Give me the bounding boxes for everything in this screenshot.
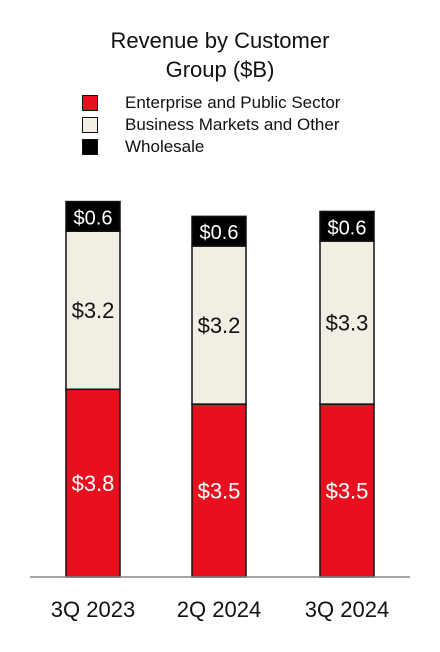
data-label-business-1: $3.2 (72, 298, 115, 323)
legend: Enterprise and Public Sector Business Ma… (82, 92, 340, 158)
legend-item-wholesale: Wholesale (82, 136, 340, 158)
x-tick-label-2: 2Q 2024 (177, 597, 261, 622)
legend-swatch-enterprise (82, 95, 98, 111)
data-label-wholesale-2: $0.6 (200, 222, 239, 244)
bar-segment-wholesale-1 (65, 200, 121, 232)
x-tick-label-1: 3Q 2023 (51, 597, 135, 622)
chart-title-line-1: Revenue by Customer (110, 28, 330, 53)
legend-swatch-business (82, 117, 98, 133)
data-label-business-3: $3.3 (326, 311, 369, 336)
bar-segment-wholesale-2 (191, 215, 247, 247)
data-label-enterprise-2: $3.5 (198, 479, 241, 504)
data-label-enterprise-3: $3.5 (326, 479, 369, 504)
x-tick-label-3: 3Q 2024 (305, 597, 389, 622)
legend-label-wholesale: Wholesale (125, 137, 205, 156)
bar-segment-enterprise-3 (319, 403, 375, 578)
chart-title-line-2: Group ($B) (165, 57, 275, 82)
chart-title: Revenue by Customer Group ($B) (0, 26, 440, 84)
bar-segment-enterprise-2 (191, 403, 247, 578)
legend-label-enterprise: Enterprise and Public Sector (125, 93, 341, 112)
bar-segment-business-3 (319, 240, 375, 405)
bar-segment-business-1 (65, 230, 121, 391)
data-label-enterprise-1: $3.8 (72, 471, 115, 496)
data-label-business-2: $3.2 (198, 313, 241, 338)
bar-segment-wholesale-3 (319, 210, 375, 242)
bar-segment-enterprise-1 (65, 388, 121, 578)
data-label-wholesale-1: $0.6 (74, 207, 113, 229)
legend-label-business: Business Markets and Other (125, 115, 340, 134)
legend-swatch-wholesale (82, 139, 98, 155)
bar-segment-business-2 (191, 245, 247, 405)
legend-item-enterprise: Enterprise and Public Sector (82, 92, 340, 114)
legend-item-business: Business Markets and Other (82, 114, 340, 136)
data-label-wholesale-3: $0.6 (328, 217, 367, 239)
